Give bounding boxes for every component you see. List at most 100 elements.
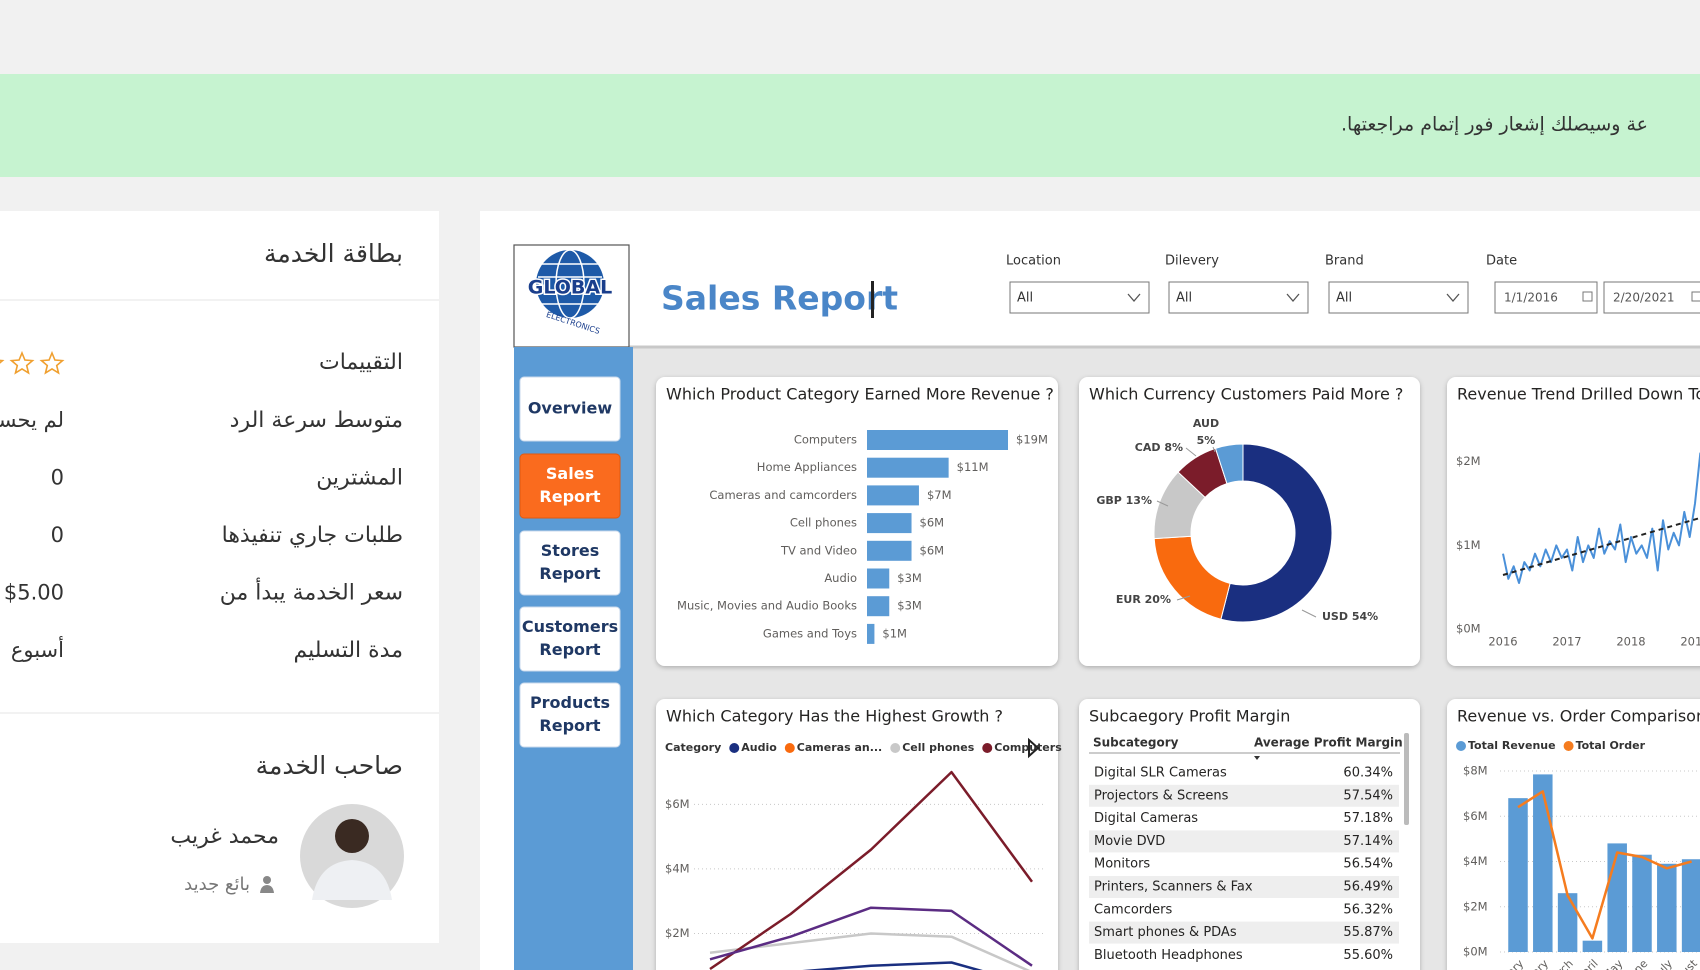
- nav-label: Report: [539, 716, 601, 735]
- row-stripe: [1089, 876, 1399, 898]
- legend-label: Audio: [741, 741, 777, 754]
- card-title: بطاقة الخدمة: [264, 239, 403, 268]
- visual-card: [1079, 377, 1420, 666]
- row-label: متوسط سرعة الرد: [230, 408, 403, 433]
- data-label: $3M: [897, 571, 922, 585]
- bar: [1533, 774, 1553, 952]
- x-tick-label: 2018: [1616, 635, 1645, 649]
- notice-banner: [0, 74, 1700, 177]
- category-label: Cell phones: [790, 516, 857, 530]
- category-label: Games and Toys: [763, 626, 857, 640]
- cell: Bluetooth Headphones: [1094, 948, 1243, 963]
- logo-globe: [536, 250, 604, 318]
- row-value: 0: [51, 523, 64, 547]
- data-label: EUR 20%: [1116, 593, 1171, 606]
- row-label: المشترين: [316, 466, 403, 491]
- visual-title: Which Currency Customers Paid More ?: [1089, 385, 1403, 404]
- nav-label: Report: [539, 487, 601, 506]
- filter-label: Location: [1006, 254, 1061, 269]
- label-value: 20%: [1145, 593, 1171, 606]
- row-label: سعر الخدمة يبدأ من: [220, 578, 403, 606]
- label-value: 13%: [1126, 494, 1152, 507]
- bar: [867, 596, 890, 617]
- series-line: [709, 932, 1031, 970]
- date-input[interactable]: [1603, 281, 1700, 314]
- series-line: [802, 961, 983, 970]
- visual-title: Subcaegory Profit Margin: [1089, 707, 1290, 726]
- filter-value: All: [1176, 291, 1192, 306]
- rating-star: [39, 350, 65, 375]
- date-input[interactable]: [1494, 281, 1598, 314]
- cell: Digital Cameras: [1094, 811, 1198, 826]
- cell: 57.18%: [1343, 811, 1393, 826]
- dashboard-title: Sales Report: [661, 279, 898, 318]
- y-tick-label: $2M: [665, 926, 690, 940]
- label-name: CAD: [1135, 441, 1161, 454]
- owner-name: محمد غريب: [170, 824, 279, 849]
- data-label: CAD 8%: [1135, 441, 1183, 454]
- nav-button[interactable]: [519, 376, 621, 442]
- legend-swatch: [1456, 741, 1466, 751]
- user-icon: [263, 876, 271, 884]
- leader-line: [1301, 609, 1317, 618]
- data-label: $3M: [897, 599, 922, 613]
- data-label: $19M: [1016, 433, 1048, 447]
- cell: 57.54%: [1343, 788, 1393, 803]
- dropdown-arrow: [1127, 293, 1141, 302]
- sort-caret: [1254, 756, 1260, 760]
- nav-button[interactable]: [519, 530, 621, 596]
- nav-button[interactable]: [519, 453, 621, 519]
- nav-button[interactable]: [519, 682, 621, 748]
- legend-scroll[interactable]: [1028, 737, 1040, 759]
- label-name: GBP: [1096, 494, 1121, 507]
- nav-button[interactable]: [519, 606, 621, 672]
- bar: [1681, 859, 1700, 952]
- y-tick-label: $6M: [1463, 809, 1488, 823]
- owner-level: بائع جديد: [184, 874, 250, 895]
- filter-dropdown[interactable]: [1328, 281, 1469, 314]
- y-tick-label: $0M: [1463, 945, 1488, 959]
- filter-dropdown[interactable]: [1009, 281, 1150, 314]
- legend-label: Cameras an...: [797, 741, 882, 754]
- filter-dropdown[interactable]: [1168, 281, 1309, 314]
- data-label: $11M: [957, 460, 989, 474]
- notice-text: عة وسيصلك إشعار فور إتمام مراجعتها.: [1341, 114, 1648, 137]
- data-label: GBP 13%: [1096, 494, 1152, 507]
- column-header: Subcategory: [1093, 736, 1179, 750]
- bar: [867, 457, 949, 478]
- row-value: لم يحسب: [0, 408, 64, 433]
- y-tick-label: $1M: [1456, 538, 1481, 552]
- scrollbar: [1404, 733, 1409, 825]
- bar: [867, 623, 875, 644]
- category-label: Computers: [794, 433, 857, 447]
- text-cursor: [871, 281, 874, 318]
- row-value: $5.00: [4, 581, 64, 605]
- visual-title: Which Category Has the Highest Growth ?: [666, 707, 1003, 726]
- visual-title: Revenue Trend Drilled Down To: [1457, 385, 1700, 404]
- trend-line: [1502, 517, 1700, 576]
- bar: [1657, 863, 1677, 952]
- legend-swatch: [1563, 741, 1574, 751]
- nav-label: Overview: [528, 399, 613, 418]
- logo-text: GLOBAL: [528, 277, 612, 299]
- legend-label: Total Revenue: [1468, 739, 1556, 752]
- column-header: Average Profit Margin: [1254, 736, 1403, 750]
- bar: [867, 485, 919, 506]
- cell: 56.54%: [1343, 857, 1393, 872]
- label-value: 54%: [1352, 610, 1378, 623]
- calendar-icon: [1691, 291, 1700, 302]
- cell: 56.32%: [1343, 902, 1393, 917]
- bar: [1632, 854, 1652, 952]
- cell: Digital SLR Cameras: [1094, 766, 1227, 781]
- y-tick-label: $4M: [1463, 854, 1488, 868]
- label-name: EUR: [1116, 593, 1141, 606]
- cell: 55.60%: [1343, 948, 1393, 963]
- row-value: 0: [51, 466, 64, 490]
- legend-swatch: [784, 743, 795, 753]
- date-value: 2/20/2021: [1613, 291, 1675, 305]
- bar: [1607, 843, 1627, 952]
- series-line: [709, 906, 1033, 967]
- category-label: Music, Movies and Audio Books: [677, 599, 857, 613]
- pie-slice: [1220, 443, 1333, 623]
